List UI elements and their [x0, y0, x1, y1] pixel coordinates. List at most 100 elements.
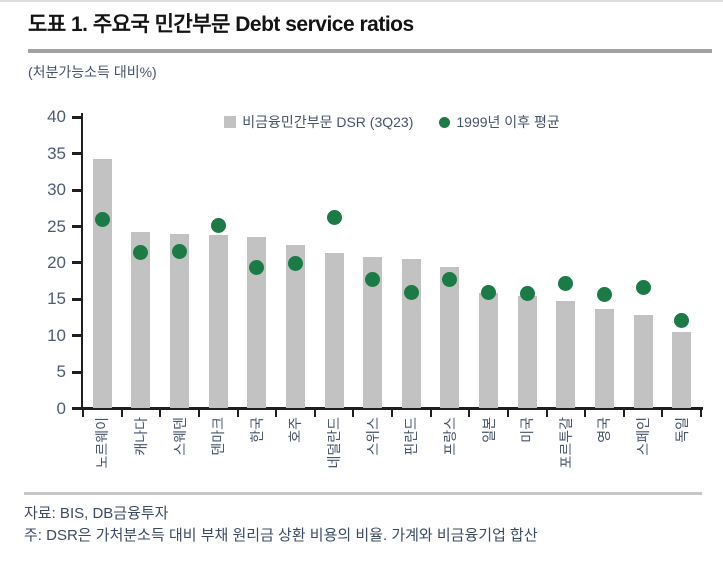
- method-note: 주: DSR은 가처분소득 대비 부채 원리금 상환 비용의 비율. 가계와 비…: [24, 527, 538, 544]
- x-label-스페인: 스페인: [635, 417, 652, 456]
- page-top-divider: [0, 0, 723, 2]
- x-label-덴마크: 덴마크: [210, 417, 227, 456]
- bar-네덜란드: [324, 253, 344, 409]
- bar-series-swatch: [224, 116, 237, 128]
- bar-프랑스: [440, 267, 460, 409]
- bar-일본: [479, 293, 499, 409]
- bar-스웨덴: [170, 233, 190, 409]
- legend-item-bar: 비금융민간부문 DSR (3Q23): [224, 112, 413, 132]
- x-axis-tick: [468, 410, 471, 417]
- avg-dot-노르웨이: [94, 211, 110, 227]
- x-axis-tick: [506, 410, 509, 417]
- bar-독일: [672, 332, 692, 409]
- y-axis-tick: [72, 297, 81, 301]
- bar-미국: [517, 295, 537, 409]
- y-axis-line: [81, 113, 83, 411]
- avg-dot-프랑스: [442, 272, 458, 288]
- y-tick-label: 35: [47, 143, 66, 163]
- x-axis-tick: [391, 410, 393, 417]
- bar-스페인: [633, 314, 653, 409]
- y-tick-label: 25: [47, 216, 66, 236]
- x-label-네덜란드: 네덜란드: [326, 417, 343, 469]
- bar-덴마크: [208, 235, 228, 409]
- x-axis-tick: [159, 410, 162, 417]
- x-label-독일: 독일: [673, 417, 690, 443]
- x-axis-tick: [197, 410, 200, 417]
- x-axis-tick: [352, 410, 355, 417]
- bar-스위스: [363, 257, 383, 409]
- bar-캐나다: [131, 231, 151, 409]
- bar-포르투갈: [556, 301, 576, 409]
- y-axis-tick: [72, 188, 81, 192]
- x-label-영국: 영국: [596, 417, 613, 443]
- avg-dot-스위스: [365, 272, 381, 288]
- y-tick-label: 40: [47, 107, 66, 127]
- y-tick-label: 20: [47, 252, 66, 272]
- avg-dot-캐나다: [133, 245, 149, 261]
- avg-dot-핀란드: [403, 284, 419, 300]
- bar-핀란드: [401, 258, 421, 409]
- x-label-캐나다: 캐나다: [132, 417, 149, 456]
- avg-dot-포르투갈: [558, 275, 574, 291]
- avg-dot-일본: [481, 285, 497, 301]
- y-axis-tick: [72, 261, 81, 265]
- x-label-프랑스: 프랑스: [441, 417, 458, 456]
- x-label-스위스: 스위스: [364, 417, 381, 456]
- axis-unit-label: (처분가능소득 대비%): [28, 64, 157, 80]
- x-label-포르투갈: 포르투갈: [557, 417, 574, 469]
- avg-dot-미국: [519, 285, 535, 301]
- y-tick-label: 5: [56, 362, 66, 382]
- dot-series-swatch: [439, 116, 451, 128]
- x-label-미국: 미국: [519, 417, 536, 443]
- y-tick-label: 15: [47, 289, 66, 309]
- y-axis-tick: [72, 334, 81, 338]
- x-label-호주: 호주: [287, 417, 304, 443]
- bar-한국: [247, 236, 267, 409]
- avg-dot-덴마크: [210, 217, 226, 233]
- y-tick-label: 30: [47, 180, 66, 200]
- y-axis-tick: [72, 115, 81, 119]
- x-axis-tick: [313, 410, 316, 417]
- y-axis-tick: [72, 407, 81, 410]
- title-underline-rule: [28, 49, 712, 53]
- y-tick-label: 10: [47, 325, 66, 345]
- bar-호주: [285, 245, 305, 409]
- y-tick-label: 0: [56, 398, 66, 418]
- y-axis-tick: [72, 152, 81, 156]
- x-axis-tick: [120, 410, 123, 417]
- y-axis-tick: [72, 370, 81, 374]
- bar-영국: [594, 308, 614, 409]
- x-axis-tick: [584, 410, 587, 417]
- x-label-한국: 한국: [248, 417, 265, 443]
- avg-dot-스페인: [635, 280, 651, 296]
- dot-series-label: 1999년 이후 평균: [456, 114, 560, 130]
- figure-title: 도표 1. 주요국 민간부문 Debt service ratios: [28, 13, 414, 36]
- x-axis-tick: [82, 410, 84, 417]
- avg-dot-스웨덴: [172, 244, 188, 260]
- avg-dot-독일: [674, 312, 690, 328]
- legend-item-dot: 1999년 이후 평균: [439, 112, 560, 132]
- avg-dot-호주: [287, 256, 303, 272]
- x-axis-tick: [236, 410, 239, 417]
- footer-divider: [24, 492, 702, 495]
- avg-dot-영국: [596, 286, 612, 302]
- avg-dot-한국: [249, 260, 265, 276]
- y-axis-tick: [72, 225, 81, 228]
- source-note: 자료: BIS, DB금융투자: [24, 505, 169, 522]
- x-label-노르웨이: 노르웨이: [94, 417, 111, 469]
- bar-노르웨이: [92, 158, 112, 409]
- avg-dot-네덜란드: [326, 209, 342, 225]
- x-axis-tick: [545, 410, 548, 417]
- x-label-일본: 일본: [480, 417, 497, 443]
- x-axis-tick: [429, 410, 432, 417]
- x-label-스웨덴: 스웨덴: [171, 417, 188, 456]
- x-axis-tick: [700, 410, 702, 417]
- x-axis-tick: [661, 410, 664, 417]
- x-label-핀란드: 핀란드: [403, 417, 420, 456]
- x-axis-tick: [275, 410, 278, 417]
- chart-legend: 비금융민간부문 DSR (3Q23) 1999년 이후 평균: [83, 112, 701, 132]
- x-axis-tick: [622, 410, 625, 417]
- bar-series-label: 비금융민간부문 DSR (3Q23): [242, 114, 414, 130]
